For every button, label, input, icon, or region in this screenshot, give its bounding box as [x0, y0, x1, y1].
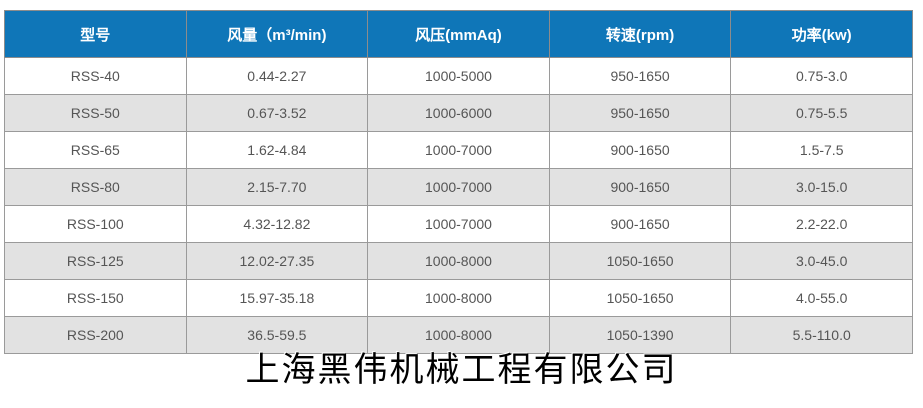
table-cell: 4.0-55.0 — [730, 279, 913, 317]
column-header: 风压(mmAq) — [367, 10, 550, 58]
table-cell: 1000-7000 — [367, 131, 550, 169]
table-cell: RSS-100 — [4, 205, 187, 243]
table-cell: RSS-150 — [4, 279, 187, 317]
table-cell: 36.5-59.5 — [185, 316, 369, 354]
table-cell: 1050-1650 — [548, 279, 732, 317]
table-cell: 900-1650 — [548, 168, 732, 206]
table-row: RSS-125 12.02-27.35 1000-8000 1050-1650 3.0-… — [4, 242, 913, 280]
table-cell: 2.2-22.0 — [730, 205, 913, 243]
table-cell: 12.02-27.35 — [185, 242, 369, 280]
table-cell: 1000-8000 — [367, 316, 550, 354]
table-cell: 1000-8000 — [367, 279, 550, 317]
table-cell: 1.5-7.5 — [730, 131, 913, 169]
header-row: 型号 风量（m³/min) 风压(mmAq) 转速(rpm) 功率(kw) — [4, 10, 913, 58]
table-cell: 1000-7000 — [367, 205, 550, 243]
watermark: 上海黑伟机械工程有限公司 — [245, 350, 678, 390]
table-row: RSS-100 4.32-12.82 1000-7000 900-1650 2.2-22… — [4, 205, 913, 243]
table-cell: 900-1650 — [548, 205, 732, 243]
table-cell: RSS-40 — [4, 57, 187, 95]
table-cell: 4.32-12.82 — [185, 205, 369, 243]
spec-table: 型号 风量（m³/min) 风压(mmAq) 转速(rpm) 功率(kw) RSS-40… — [4, 10, 913, 354]
table-row: RSS-40 0.44-2.27 1000-5000 950-1650 0.75-3.0 — [4, 57, 913, 95]
table-cell: 0.75-5.5 — [730, 94, 913, 132]
table-row: RSS-80 2.15-7.70 1000-7000 900-1650 3.0-15.0 — [4, 168, 913, 206]
table-cell: RSS-200 — [4, 316, 187, 354]
table-cell: 0.75-3.0 — [730, 57, 913, 95]
table-cell: 1050-1390 — [548, 316, 732, 354]
table-row: RSS-150 15.97-35.18 1000-8000 1050-1650 4.0-… — [4, 279, 913, 317]
table-cell: 2.15-7.70 — [185, 168, 369, 206]
table-cell: 0.44-2.27 — [185, 57, 369, 95]
table-cell: 5.5-110.0 — [730, 316, 913, 354]
table-cell: 1.62-4.84 — [185, 131, 369, 169]
table-cell: 950-1650 — [548, 94, 732, 132]
table-cell: RSS-80 — [4, 168, 187, 206]
table-cell: RSS-125 — [4, 242, 187, 280]
table-cell: 950-1650 — [548, 57, 732, 95]
column-header: 型号 — [4, 10, 187, 58]
column-header: 功率(kw) — [730, 10, 913, 58]
table-cell: 1000-6000 — [367, 94, 550, 132]
table-cell: 900-1650 — [548, 131, 732, 169]
column-header: 转速(rpm) — [548, 10, 732, 58]
table-cell: 0.67-3.52 — [185, 94, 369, 132]
table-cell: 1000-8000 — [367, 242, 550, 280]
table-cell: 1000-7000 — [367, 168, 550, 206]
table-row: RSS-65 1.62-4.84 1000-7000 900-1650 1.5-7.5 — [4, 131, 913, 169]
table-row: RSS-200 36.5-59.5 1000-8000 1050-1390 5.5-11… — [4, 316, 913, 354]
table-cell: 3.0-15.0 — [730, 168, 913, 206]
table-row: RSS-50 0.67-3.52 1000-6000 950-1650 0.75-5.5 — [4, 94, 913, 132]
column-header: 风量（m³/min) — [185, 10, 369, 58]
table-cell: 1000-5000 — [367, 57, 550, 95]
table-cell: 1050-1650 — [548, 242, 732, 280]
table-cell: 15.97-35.18 — [185, 279, 369, 317]
table-cell: RSS-65 — [4, 131, 187, 169]
table-cell: 3.0-45.0 — [730, 242, 913, 280]
table-cell: RSS-50 — [4, 94, 187, 132]
